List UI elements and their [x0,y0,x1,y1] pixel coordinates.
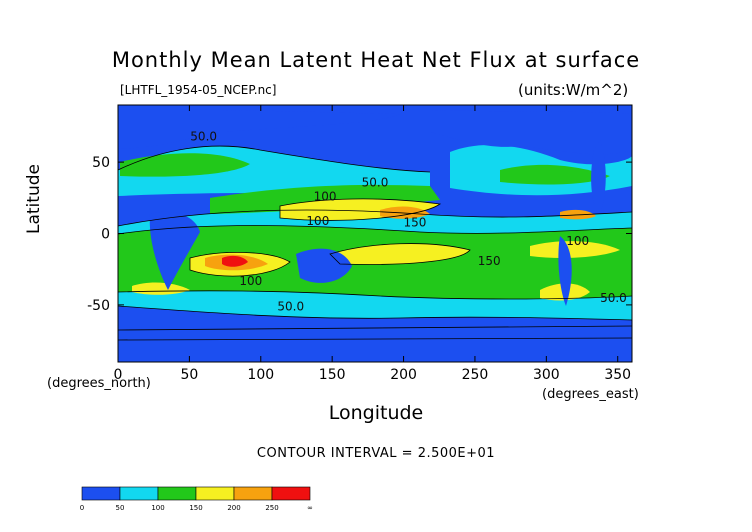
x-tick-label: 200 [390,367,417,383]
y-tick-label: 0 [101,227,110,243]
contour-label: 100 [239,274,262,288]
contour-label-layer: 50.0 50.0 100 100 150 100 150 100 50.0 50.0 [190,130,626,314]
file-label: [LHTFL_1954-05_NCEP.nc] [120,83,277,97]
x-tick-label: 0 [114,367,123,383]
colorbar-tick-label: ∞ [307,504,313,512]
colorbar-swatch [233,486,273,501]
x-tick-label: 50 [180,367,198,383]
units-label: (units:W/m^2) [518,81,629,99]
colorbar-tick-label: 100 [151,504,164,512]
x-axis-ticks: 0 50 100 150 200 250 300 350 [114,105,631,383]
colorbar-swatch [195,486,235,501]
colorbar: 0 50 100 150 200 250 ∞ [80,486,313,512]
contour-label: 150 [478,254,501,268]
x-tick-label: 300 [533,367,560,383]
chart-title: Monthly Mean Latent Heat Net Flux at sur… [111,48,641,72]
contour-interval-text: CONTOUR INTERVAL = 2.500E+01 [256,446,496,461]
contour-label: 50.0 [277,300,304,314]
x-tick-label: 150 [319,367,346,383]
x-tick-label: 350 [604,367,631,383]
colorbar-swatch [157,486,197,501]
x-axis-title: Longitude [328,402,424,424]
colorbar-tick-label: 150 [189,504,202,512]
y-axis-ticks: -50 0 50 [87,155,632,314]
x-tick-label: 250 [462,367,489,383]
colorbar-tick-label: 200 [227,504,240,512]
colorbar-tick-label: 250 [265,504,278,512]
contour-label: 100 [314,190,337,204]
contour-label: 50.0 [600,291,627,305]
y-unit-label: (degrees_north) [47,376,151,391]
heatmap-field [118,105,632,362]
y-tick-label: -50 [87,298,110,314]
contour-lines [118,145,632,341]
x-unit-label: (degrees_east) [542,387,639,402]
y-axis-title: Latitude [24,164,44,234]
contour-label: 50.0 [362,175,389,189]
colorbar-swatch [271,486,311,501]
contour-label: 100 [306,214,329,228]
colorbar-tick-label: 0 [80,504,84,512]
colorbar-swatch [81,486,121,501]
colorbar-tick-label: 50 [116,504,125,512]
colorbar-swatch [119,486,159,501]
contour-label: 50.0 [190,130,217,144]
y-tick-label: 50 [92,155,110,171]
contour-label: 100 [566,234,589,248]
contour-label: 150 [404,215,427,229]
x-tick-label: 100 [247,367,274,383]
